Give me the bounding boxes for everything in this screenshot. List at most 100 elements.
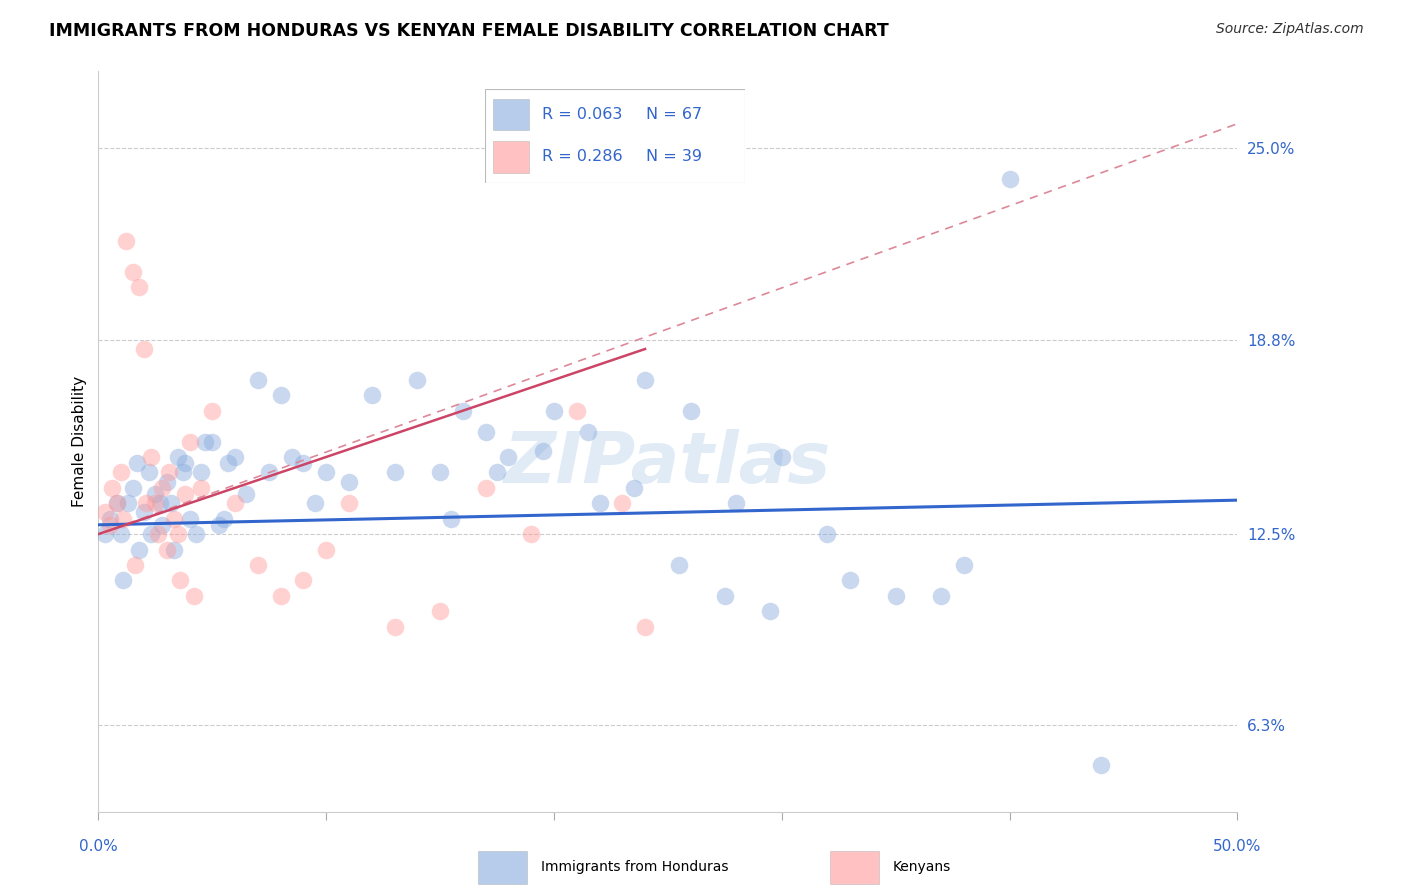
Point: [201, 403, 224, 417]
Point: [337, 496, 360, 510]
Point: [384, 619, 406, 633]
Bar: [830, 851, 879, 883]
Point: [162, 542, 184, 557]
Point: [270, 589, 292, 603]
Point: [440, 511, 463, 525]
Text: Kenyans: Kenyans: [893, 861, 950, 874]
Text: N = 39: N = 39: [647, 149, 703, 164]
Point: [98, 517, 121, 532]
Point: [451, 403, 474, 417]
Point: [145, 496, 167, 510]
Point: [270, 388, 292, 402]
Text: R = 0.063: R = 0.063: [543, 107, 623, 122]
Point: [315, 542, 337, 557]
Point: [201, 434, 224, 449]
Point: [281, 450, 304, 464]
Point: [474, 481, 496, 495]
Point: [145, 487, 167, 501]
Point: [149, 496, 172, 510]
Point: [150, 481, 173, 495]
Point: [384, 466, 406, 480]
Point: [759, 604, 782, 618]
Point: [150, 517, 173, 532]
Point: [634, 373, 657, 387]
Point: [259, 466, 281, 480]
Point: [725, 496, 748, 510]
Point: [183, 589, 205, 603]
Point: [612, 496, 634, 510]
Point: [224, 450, 246, 464]
Point: [714, 589, 737, 603]
Point: [246, 373, 269, 387]
Point: [770, 450, 793, 464]
Point: [406, 373, 429, 387]
Point: [135, 496, 157, 510]
Bar: [494, 98, 529, 130]
Bar: [478, 851, 527, 883]
Text: N = 67: N = 67: [647, 107, 703, 122]
Point: [138, 466, 160, 480]
Point: [953, 558, 976, 572]
Point: [128, 542, 150, 557]
Point: [139, 450, 162, 464]
Point: [588, 496, 610, 510]
Point: [124, 558, 146, 572]
Point: [174, 487, 197, 501]
Point: [114, 234, 136, 248]
Point: [110, 527, 132, 541]
Text: Immigrants from Honduras: Immigrants from Honduras: [541, 861, 728, 874]
Point: [623, 481, 645, 495]
Point: [194, 434, 217, 449]
Point: [169, 574, 191, 588]
Point: [156, 475, 179, 489]
Point: [167, 450, 190, 464]
Point: [315, 466, 337, 480]
Point: [576, 425, 599, 440]
Point: [360, 388, 382, 402]
Point: [224, 496, 246, 510]
Point: [1090, 758, 1112, 772]
Point: [839, 574, 862, 588]
Text: 50.0%: 50.0%: [1213, 839, 1261, 855]
Point: [474, 425, 496, 440]
Point: [110, 466, 132, 480]
Point: [179, 511, 201, 525]
Point: [246, 558, 269, 572]
Point: [139, 527, 162, 541]
Point: [101, 481, 124, 495]
Point: [105, 496, 128, 510]
Point: [117, 496, 139, 510]
Point: [179, 434, 201, 449]
Bar: [494, 141, 529, 172]
Point: [160, 496, 183, 510]
Point: [531, 443, 554, 458]
Point: [292, 456, 315, 470]
Point: [429, 604, 451, 618]
Point: [174, 456, 197, 470]
Point: [190, 466, 212, 480]
Text: ZIPatlas: ZIPatlas: [505, 429, 831, 499]
Point: [668, 558, 690, 572]
Point: [429, 466, 451, 480]
Point: [929, 589, 952, 603]
Point: [815, 527, 838, 541]
Point: [498, 450, 520, 464]
Point: [337, 475, 360, 489]
Y-axis label: Female Disability: Female Disability: [72, 376, 87, 508]
Point: [208, 517, 231, 532]
Point: [292, 574, 315, 588]
Point: [105, 496, 128, 510]
Point: [543, 403, 565, 417]
Point: [146, 527, 169, 541]
Point: [190, 481, 212, 495]
Point: [235, 487, 257, 501]
Point: [157, 466, 180, 480]
Point: [162, 511, 184, 525]
Point: [172, 466, 194, 480]
Point: [121, 265, 143, 279]
Text: IMMIGRANTS FROM HONDURAS VS KENYAN FEMALE DISABILITY CORRELATION CHART: IMMIGRANTS FROM HONDURAS VS KENYAN FEMAL…: [49, 22, 889, 40]
Point: [156, 542, 179, 557]
Point: [520, 527, 543, 541]
Point: [634, 619, 657, 633]
Point: [132, 506, 155, 520]
